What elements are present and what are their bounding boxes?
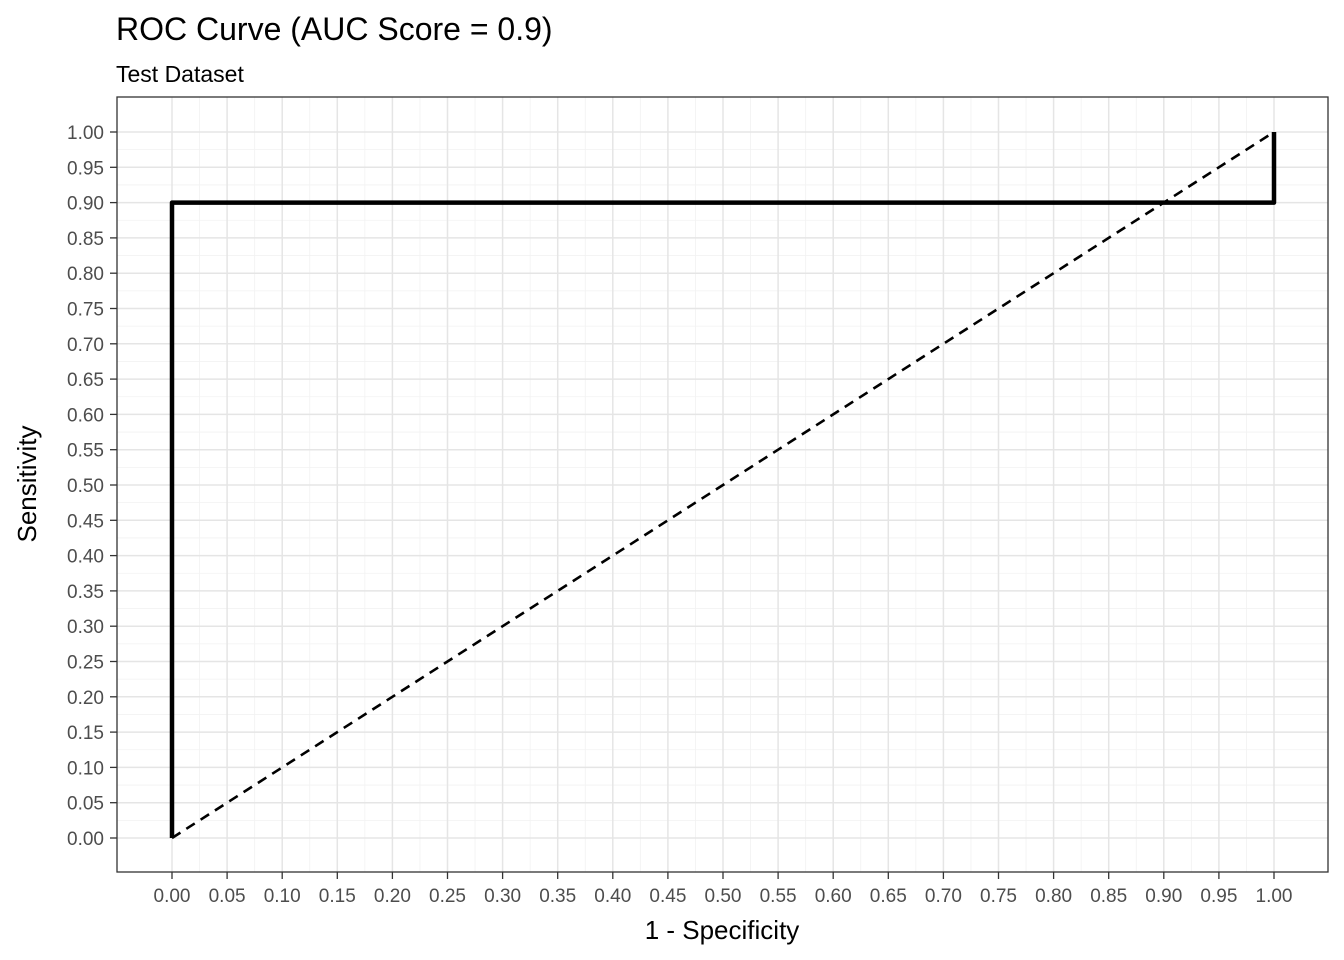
chart-subtitle: Test Dataset	[116, 61, 244, 87]
y-tick-label: 0.80	[67, 264, 104, 285]
x-tick-label: 0.30	[484, 886, 521, 907]
x-tick-label: 0.10	[264, 886, 301, 907]
roc-curve-line	[169, 132, 1277, 838]
x-tick-label: 0.95	[1200, 886, 1237, 907]
x-tick-label: 0.60	[815, 886, 852, 907]
x-tick-label: 0.65	[870, 886, 907, 907]
x-tick-label: 0.40	[594, 886, 631, 907]
y-tick-label: 0.70	[67, 335, 104, 356]
y-tick-label: 0.85	[67, 229, 104, 250]
y-tick-label: 0.00	[67, 829, 104, 850]
y-tick-label: 0.50	[67, 476, 104, 497]
x-tick-label: 0.90	[1145, 886, 1182, 907]
x-tick-label: 0.05	[209, 886, 246, 907]
chart-title: ROC Curve (AUC Score = 0.9)	[116, 11, 553, 47]
x-tick-label: 0.25	[429, 886, 466, 907]
x-axis: 0.00 0.05 0.10 0.15 0.20 0.25 0.30 0.35 0.40 0.45…	[154, 872, 1293, 907]
y-tick-label: 0.25	[67, 653, 104, 674]
x-tick-label: 0.35	[539, 886, 576, 907]
y-tick-label: 0.45	[67, 511, 104, 532]
y-tick-label: 0.65	[67, 370, 104, 391]
series-layer	[169, 130, 1277, 840]
y-tick-label: 0.60	[67, 405, 104, 426]
y-axis: 0.00 0.05 0.10 0.15 0.20 0.25 0.30 0.35 0.40 0.45…	[67, 123, 117, 850]
x-tick-label: 1.00	[1256, 886, 1293, 907]
y-tick-label: 1.00	[67, 123, 104, 144]
y-tick-label: 0.30	[67, 617, 104, 638]
x-tick-label: 0.00	[154, 886, 191, 907]
x-tick-label: 0.50	[705, 886, 742, 907]
x-tick-label: 0.15	[319, 886, 356, 907]
y-tick-label: 0.90	[67, 194, 104, 215]
y-tick-label: 0.10	[67, 758, 104, 779]
x-tick-label: 0.85	[1090, 886, 1127, 907]
x-tick-label: 0.55	[760, 886, 797, 907]
y-tick-label: 0.35	[67, 582, 104, 603]
x-tick-label: 0.70	[925, 886, 962, 907]
y-tick-label: 0.05	[67, 794, 104, 815]
x-tick-label: 0.80	[1035, 886, 1072, 907]
x-tick-label: 0.45	[649, 886, 686, 907]
y-tick-label: 0.20	[67, 688, 104, 709]
y-tick-label: 0.40	[67, 547, 104, 568]
y-tick-label: 0.75	[67, 300, 104, 321]
y-tick-label: 0.55	[67, 441, 104, 462]
x-axis-title: 1 - Specificity	[645, 915, 800, 945]
x-tick-label: 0.75	[980, 886, 1017, 907]
reference-diagonal-line	[171, 130, 1275, 840]
x-tick-label: 0.20	[374, 886, 411, 907]
y-tick-label: 0.15	[67, 723, 104, 744]
y-axis-title: Sensitivity	[12, 425, 42, 542]
y-tick-label: 0.95	[67, 158, 104, 179]
